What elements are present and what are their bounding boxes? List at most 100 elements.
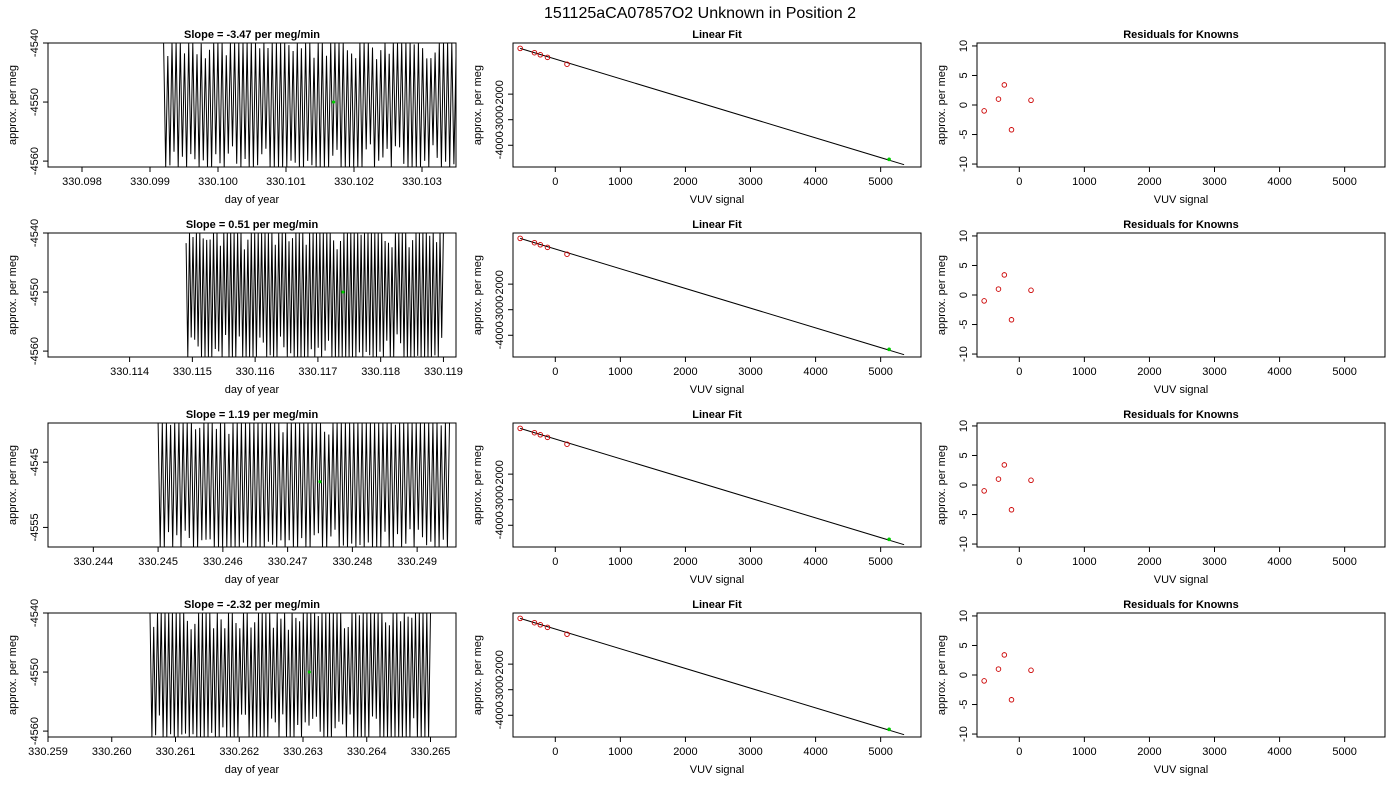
timeseries-x-tick-label: 330.099 bbox=[130, 176, 170, 188]
residuals-title: Residuals for Knowns bbox=[1123, 409, 1239, 421]
timeseries-y-tick-label: -4540 bbox=[29, 29, 41, 57]
residuals-y-tick-label: -10 bbox=[958, 536, 970, 552]
timeseries-y-tick-label: -4560 bbox=[29, 717, 41, 745]
linear-fit-known-point bbox=[537, 432, 544, 438]
linear-fit-x-tick-label: 3000 bbox=[738, 746, 762, 758]
linear-fit-title: Linear Fit bbox=[692, 409, 742, 421]
linear-fit-known-point bbox=[517, 235, 523, 242]
residuals-point bbox=[1028, 667, 1034, 674]
residuals-y-tick-label: 10 bbox=[958, 230, 970, 242]
linear-fit-title: Linear Fit bbox=[692, 219, 742, 231]
linear-fit-x-tick-label: 2000 bbox=[673, 176, 697, 188]
residuals-x-tick-label: 0 bbox=[1016, 366, 1022, 378]
timeseries-y-tick-label: -4545 bbox=[29, 448, 41, 476]
timeseries-x-tick-label: 330.246 bbox=[203, 556, 243, 568]
residuals-x-axis-label: VUV signal bbox=[1154, 574, 1208, 586]
residuals-point bbox=[981, 488, 987, 494]
linear-fit-regression-line bbox=[520, 47, 905, 166]
residuals-y-tick-label: -5 bbox=[958, 320, 970, 330]
panel-grid: 330.098 330.099 330.100 330.101 330.102 330.1… bbox=[7, 29, 1386, 776]
timeseries-data-line bbox=[157, 423, 450, 547]
residuals-x-tick-label: 1000 bbox=[1072, 746, 1096, 758]
residuals-x-tick-label: 5000 bbox=[1332, 176, 1356, 188]
timeseries-x-tick-label: 330.117 bbox=[298, 366, 337, 378]
residuals-point bbox=[995, 476, 1002, 482]
residuals-x-tick-label: 5000 bbox=[1332, 746, 1356, 758]
residuals-y-tick-label: -10 bbox=[958, 346, 970, 362]
residuals-x-axis-label: VUV signal bbox=[1154, 764, 1208, 776]
residuals-point bbox=[981, 298, 987, 304]
timeseries-x-tick-label: 330.114 bbox=[110, 366, 149, 378]
linear-fit-x-tick-label: 1000 bbox=[608, 366, 632, 378]
residuals-point bbox=[1028, 287, 1034, 294]
residuals-y-tick-label: 5 bbox=[958, 452, 970, 458]
residuals-y-tick-label: -10 bbox=[958, 726, 970, 742]
timeseries-x-tick-label: 330.103 bbox=[402, 176, 442, 188]
residuals-x-axis-label: VUV signal bbox=[1154, 384, 1208, 396]
timeseries-x-tick-label: 330.119 bbox=[424, 366, 463, 378]
residuals-x-tick-label: 4000 bbox=[1267, 746, 1291, 758]
residuals-point bbox=[995, 96, 1002, 102]
linear-fit-x-tick-label: 4000 bbox=[803, 746, 827, 758]
linear-fit-x-tick-label: 3000 bbox=[738, 366, 762, 378]
timeseries-panel: 330.259 330.260 330.261 330.262 330.263 330.2… bbox=[7, 599, 457, 776]
linear-fit-x-tick-label: 2000 bbox=[673, 746, 697, 758]
residuals-x-tick-label: 4000 bbox=[1267, 556, 1291, 568]
linear-fit-panel: 0 1000 2000 3000 4000 5000 -2000-3000-4000 Line… bbox=[472, 599, 922, 776]
linear-fit-y-tick-label: -2000 bbox=[494, 650, 506, 678]
linear-fit-known-point bbox=[564, 631, 570, 637]
linear-fit-x-tick-label: 0 bbox=[552, 746, 558, 758]
residuals-x-tick-label: 2000 bbox=[1137, 746, 1161, 758]
residuals-x-tick-label: 2000 bbox=[1137, 556, 1161, 568]
residuals-x-tick-label: 5000 bbox=[1332, 366, 1356, 378]
residuals-y-axis-label: approx. per meg bbox=[936, 255, 948, 335]
residuals-x-tick-label: 3000 bbox=[1202, 746, 1226, 758]
residuals-point bbox=[1028, 97, 1034, 104]
linear-fit-panel: 0 1000 2000 3000 4000 5000 -2000-3000-4000 Line… bbox=[472, 29, 922, 206]
linear-fit-known-point bbox=[537, 52, 544, 58]
timeseries-x-tick-label: 330.247 bbox=[268, 556, 308, 568]
timeseries-x-tick-label: 330.262 bbox=[219, 746, 259, 758]
linear-fit-known-point bbox=[564, 251, 570, 257]
linear-fit-x-tick-label: 2000 bbox=[673, 556, 697, 568]
timeseries-unknown-marker bbox=[318, 480, 322, 484]
linear-fit-x-tick-label: 5000 bbox=[868, 556, 892, 568]
linear-fit-x-axis-label: VUV signal bbox=[690, 384, 744, 396]
residuals-point bbox=[1008, 317, 1015, 323]
linear-fit-x-tick-label: 3000 bbox=[738, 556, 762, 568]
linear-fit-known-point bbox=[531, 239, 538, 246]
residuals-point bbox=[1028, 477, 1034, 484]
linear-fit-panel: 0 1000 2000 3000 4000 5000 -2000-3000-4000 Line… bbox=[472, 219, 922, 396]
linear-fit-x-tick-label: 0 bbox=[552, 176, 558, 188]
linear-fit-y-axis-label: approx. per meg bbox=[472, 445, 484, 525]
linear-fit-y-tick-label: -2000 bbox=[494, 270, 506, 298]
residuals-x-tick-label: 0 bbox=[1016, 176, 1022, 188]
linear-fit-plot-frame bbox=[512, 612, 922, 738]
linear-fit-regression-line bbox=[520, 427, 905, 546]
timeseries-panel: 330.114 330.115 330.116 330.117 330.118 330.1… bbox=[7, 219, 463, 396]
timeseries-x-tick-label: 330.260 bbox=[92, 746, 132, 758]
linear-fit-x-tick-label: 4000 bbox=[803, 176, 827, 188]
timeseries-y-tick-label: -4555 bbox=[29, 513, 41, 541]
linear-fit-x-axis-label: VUV signal bbox=[690, 194, 744, 206]
timeseries-x-tick-label: 330.115 bbox=[173, 366, 212, 378]
residuals-title: Residuals for Knowns bbox=[1123, 29, 1239, 41]
residuals-point bbox=[995, 666, 1002, 672]
timeseries-x-tick-label: 330.259 bbox=[28, 746, 68, 758]
linear-fit-known-point bbox=[544, 54, 551, 61]
timeseries-y-tick-label: -4560 bbox=[29, 337, 41, 365]
linear-fit-known-point bbox=[564, 61, 570, 67]
linear-fit-panel: 0 1000 2000 3000 4000 5000 -2000-3000-4000 Line… bbox=[472, 409, 922, 586]
timeseries-x-tick-label: 330.244 bbox=[73, 556, 113, 568]
linear-fit-y-tick-label: -2000 bbox=[494, 460, 506, 488]
timeseries-unknown-marker bbox=[307, 670, 311, 674]
linear-fit-y-tick-label: -3000 bbox=[494, 106, 506, 134]
figure-title: 151125aCA07857O2 Unknown in Position 2 bbox=[544, 5, 856, 22]
linear-fit-known-point bbox=[531, 49, 538, 56]
residuals-x-tick-label: 0 bbox=[1016, 746, 1022, 758]
timeseries-y-axis-label: approx. per meg bbox=[7, 255, 19, 335]
timeseries-y-tick-label: -4550 bbox=[29, 278, 41, 306]
residuals-title: Residuals for Knowns bbox=[1123, 219, 1239, 231]
residuals-point bbox=[981, 678, 987, 684]
residuals-x-tick-label: 3000 bbox=[1202, 556, 1226, 568]
